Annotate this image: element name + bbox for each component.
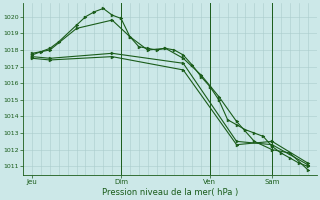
X-axis label: Pression niveau de la mer( hPa ): Pression niveau de la mer( hPa ) (102, 188, 238, 197)
